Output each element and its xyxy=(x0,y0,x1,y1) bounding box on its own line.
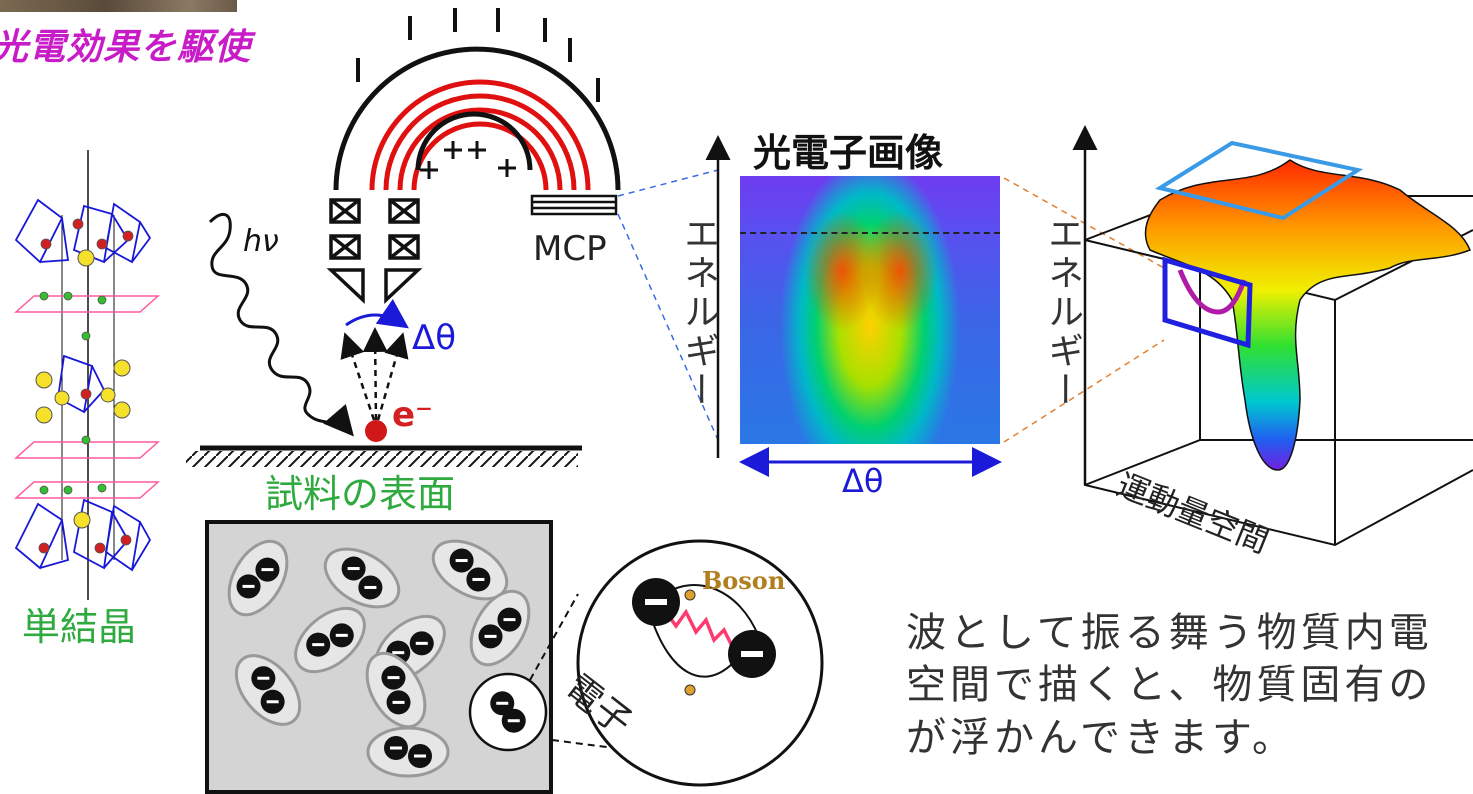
electron-pairs xyxy=(227,539,531,778)
method-title: 光電効果を駆使 xyxy=(0,27,252,68)
photon-label: hν xyxy=(243,224,279,259)
electron-pair-icon xyxy=(469,589,531,667)
mcp-detector xyxy=(530,194,618,216)
mcp-label: MCP xyxy=(533,229,607,269)
crystal-structure xyxy=(14,150,160,600)
description-line-1: 波として振る舞う物質内電 xyxy=(906,610,1433,656)
analyzer-icon xyxy=(326,8,621,305)
photo-strip xyxy=(0,0,237,12)
angle-label-1: Δθ xyxy=(412,318,457,358)
single-crystal-label: 単結晶 xyxy=(22,605,137,649)
electron-pair-icon xyxy=(366,726,450,778)
electron-pair-icon xyxy=(227,539,289,617)
fermi-level-line xyxy=(740,232,1000,234)
electron-symbol: e⁻ xyxy=(392,395,434,435)
momentum-box xyxy=(1072,125,1473,547)
photon-wave-icon xyxy=(208,213,354,437)
description-line-2: 空間で描くと、物質固有の xyxy=(906,662,1433,708)
boson-label: Boson xyxy=(702,566,786,595)
photoelectron-image-title: 光電子画像 xyxy=(753,131,944,175)
electron-pair-icon xyxy=(365,651,427,729)
sample-surface-label: 試料の表面 xyxy=(265,472,456,516)
sample-surface xyxy=(186,299,582,467)
angle-label-2: Δθ xyxy=(842,462,884,500)
electron-pair-icon xyxy=(431,539,509,601)
electron-pair-icon xyxy=(234,654,302,726)
electron-pair-icon xyxy=(294,606,366,674)
selected-electron-pair-icon xyxy=(490,691,526,733)
energy-axis-label-2: エネルギー xyxy=(1042,215,1083,410)
electron-pair-icon xyxy=(323,547,401,609)
photoelectron-image xyxy=(740,176,1000,444)
energy-axis-label-1: エネルギー xyxy=(678,215,719,410)
description-line-3: が浮かんできます。 xyxy=(906,715,1296,761)
zoom-circle xyxy=(576,539,824,787)
electron-dot xyxy=(365,420,387,442)
projection-lines xyxy=(617,169,719,441)
